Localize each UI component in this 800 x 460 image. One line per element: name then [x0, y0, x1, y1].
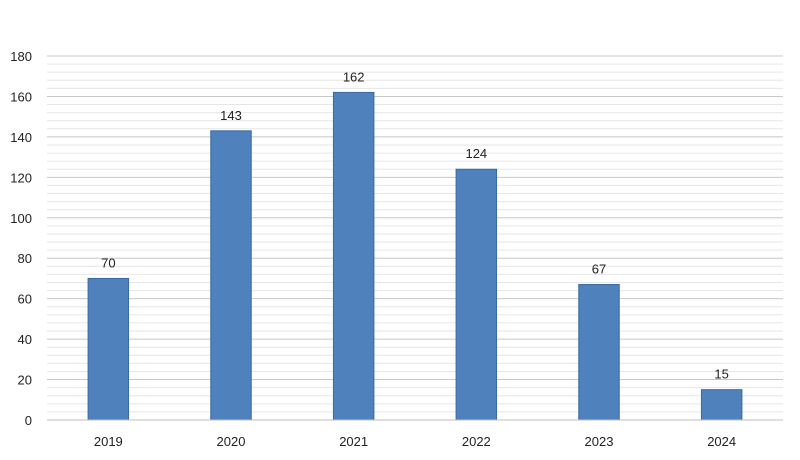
- y-tick-label: 180: [10, 49, 32, 64]
- bar-2023: [578, 284, 620, 421]
- x-tick-label-2021: 2021: [339, 434, 368, 449]
- bar-2020: [210, 130, 252, 421]
- y-tick-label: 100: [10, 211, 32, 226]
- x-tick-label-2022: 2022: [462, 434, 491, 449]
- data-label-2020: 143: [220, 108, 242, 123]
- y-tick-label: 140: [10, 130, 32, 145]
- y-tick-label: 80: [18, 251, 32, 266]
- x-axis-tick-labels: 2019 2020 2021 2022 2023 2024: [94, 434, 736, 449]
- y-tick-label: 0: [25, 413, 32, 428]
- bar-2019: [87, 277, 130, 421]
- y-tick-label: 20: [18, 373, 32, 388]
- y-tick-label: 60: [18, 292, 32, 307]
- bar-2024: [700, 389, 743, 421]
- data-label-2024: 15: [714, 367, 728, 382]
- data-labels: 70 143 162 124 67 15: [101, 69, 729, 381]
- bars: [87, 91, 743, 421]
- major-gridlines: [47, 55, 783, 381]
- x-tick-label-2019: 2019: [94, 434, 123, 449]
- y-tick-label: 160: [10, 89, 32, 104]
- data-label-2023: 67: [592, 262, 606, 277]
- data-label-2022: 124: [465, 146, 487, 161]
- x-tick-label-2020: 2020: [217, 434, 246, 449]
- data-label-2021: 162: [343, 69, 365, 84]
- data-label-2019: 70: [101, 255, 115, 270]
- y-tick-label: 120: [10, 170, 32, 185]
- x-tick-label-2023: 2023: [585, 434, 614, 449]
- y-tick-label: 40: [18, 332, 32, 347]
- bar-2022: [455, 168, 498, 421]
- minor-gridlines: [47, 63, 783, 413]
- y-axis-tick-labels: 0 20 40 60 80 100 120 140 160 180: [10, 49, 32, 428]
- bar-2021: [332, 91, 375, 421]
- x-tick-label-2024: 2024: [707, 434, 736, 449]
